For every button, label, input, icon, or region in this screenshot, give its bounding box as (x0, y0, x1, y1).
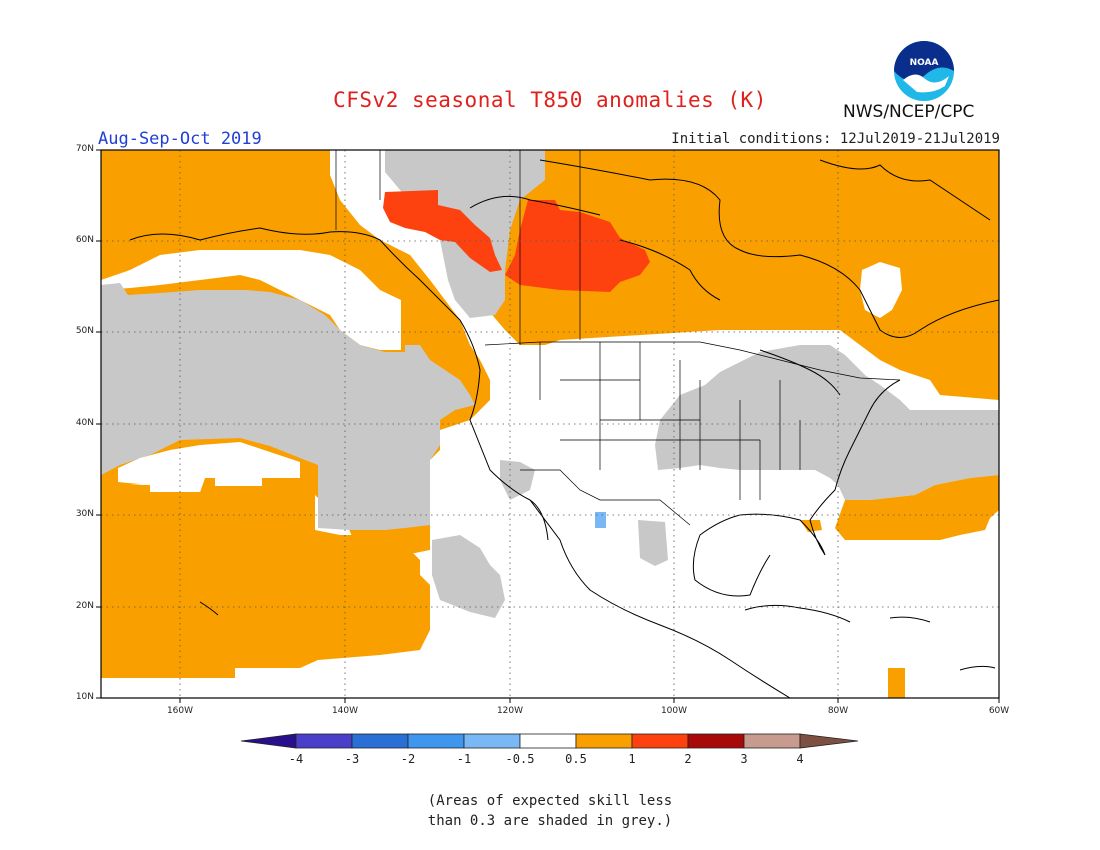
colorbar-label: 4 (796, 752, 804, 766)
borders (335, 150, 901, 526)
near-normal-hudson (860, 262, 902, 318)
low-skill-mexico-west (432, 535, 505, 618)
lat-label: 50N (75, 326, 94, 336)
colorbar-label: 3 (740, 752, 748, 766)
colorbar-segment-9 (743, 733, 801, 749)
coastlines (129, 159, 999, 698)
lat-label: 60N (75, 235, 94, 245)
warm-anomaly-florida (800, 520, 822, 532)
map-title: CFSv2 seasonal T850 anomalies (K) (333, 88, 767, 112)
strong-warm-central (505, 200, 650, 292)
skill-note: (Areas of expected skill less than 0.3 a… (0, 791, 1100, 831)
colorbar-segment-8 (687, 733, 745, 749)
colorbar-segment-3 (407, 733, 465, 749)
lat-label: 20N (75, 601, 94, 611)
skill-note-line-1: (Areas of expected skill less (427, 793, 673, 809)
lat-label: 30N (75, 509, 94, 519)
colorbar-segment-6 (575, 733, 633, 749)
cool-anomaly-spot (595, 512, 606, 528)
colorbar-segment-lt-4 (240, 733, 297, 749)
colorbar-label: 2 (684, 752, 692, 766)
colorbar-segment-gt-4 (799, 733, 859, 749)
agency-label: NWS/NCEP/CPC (843, 102, 975, 122)
warm-anomaly-atlantic (835, 475, 999, 540)
colorbar-label: -1 (456, 752, 472, 766)
colorbar-label: 0.5 (565, 752, 587, 766)
axis-ticks (96, 149, 1000, 703)
colorbar-label: 1 (628, 752, 636, 766)
colorbar-segment-1 (295, 733, 353, 749)
near-normal-pacific (118, 442, 300, 492)
colorbar-label: -2 (400, 752, 416, 766)
strong-warm-nw (383, 190, 502, 272)
colorbar-segment-7 (631, 733, 689, 749)
lat-label: 10N (75, 692, 94, 702)
lon-label: 80W (827, 706, 849, 716)
colorbar-label: -3 (344, 752, 360, 766)
skill-note-line-2: than 0.3 are shaded in grey.) (427, 813, 673, 829)
lon-label: 100W (660, 706, 688, 716)
warm-anomaly-southwest (101, 470, 430, 678)
colorbar-segment-4 (463, 733, 521, 749)
lon-label: 140W (331, 706, 359, 716)
colorbar-label: -4 (288, 752, 304, 766)
warm-anomaly-caribbean (888, 668, 905, 698)
low-skill-east (655, 345, 999, 500)
colorbar-segment-2 (351, 733, 409, 749)
svg-text:NOAA: NOAA (910, 58, 939, 68)
colorbar-segment-5 (519, 733, 577, 749)
colorbar (240, 733, 859, 749)
lon-label: 160W (166, 706, 194, 716)
initial-conditions-label: Initial conditions: 12Jul2019-21Jul2019 (671, 131, 1000, 147)
season-label: Aug-Sep-Oct 2019 (98, 129, 262, 149)
low-skill-pacific (101, 283, 475, 530)
lon-label: 120W (496, 706, 524, 716)
noaa-logo: NOAA (894, 41, 954, 101)
lat-label: 40N (75, 418, 94, 428)
graticule (101, 150, 999, 698)
lat-label: 70N (75, 144, 94, 154)
lon-label: 60W (988, 706, 1010, 716)
low-skill-mexico-central (638, 520, 668, 566)
colorbar-label: -0.5 (505, 752, 535, 766)
